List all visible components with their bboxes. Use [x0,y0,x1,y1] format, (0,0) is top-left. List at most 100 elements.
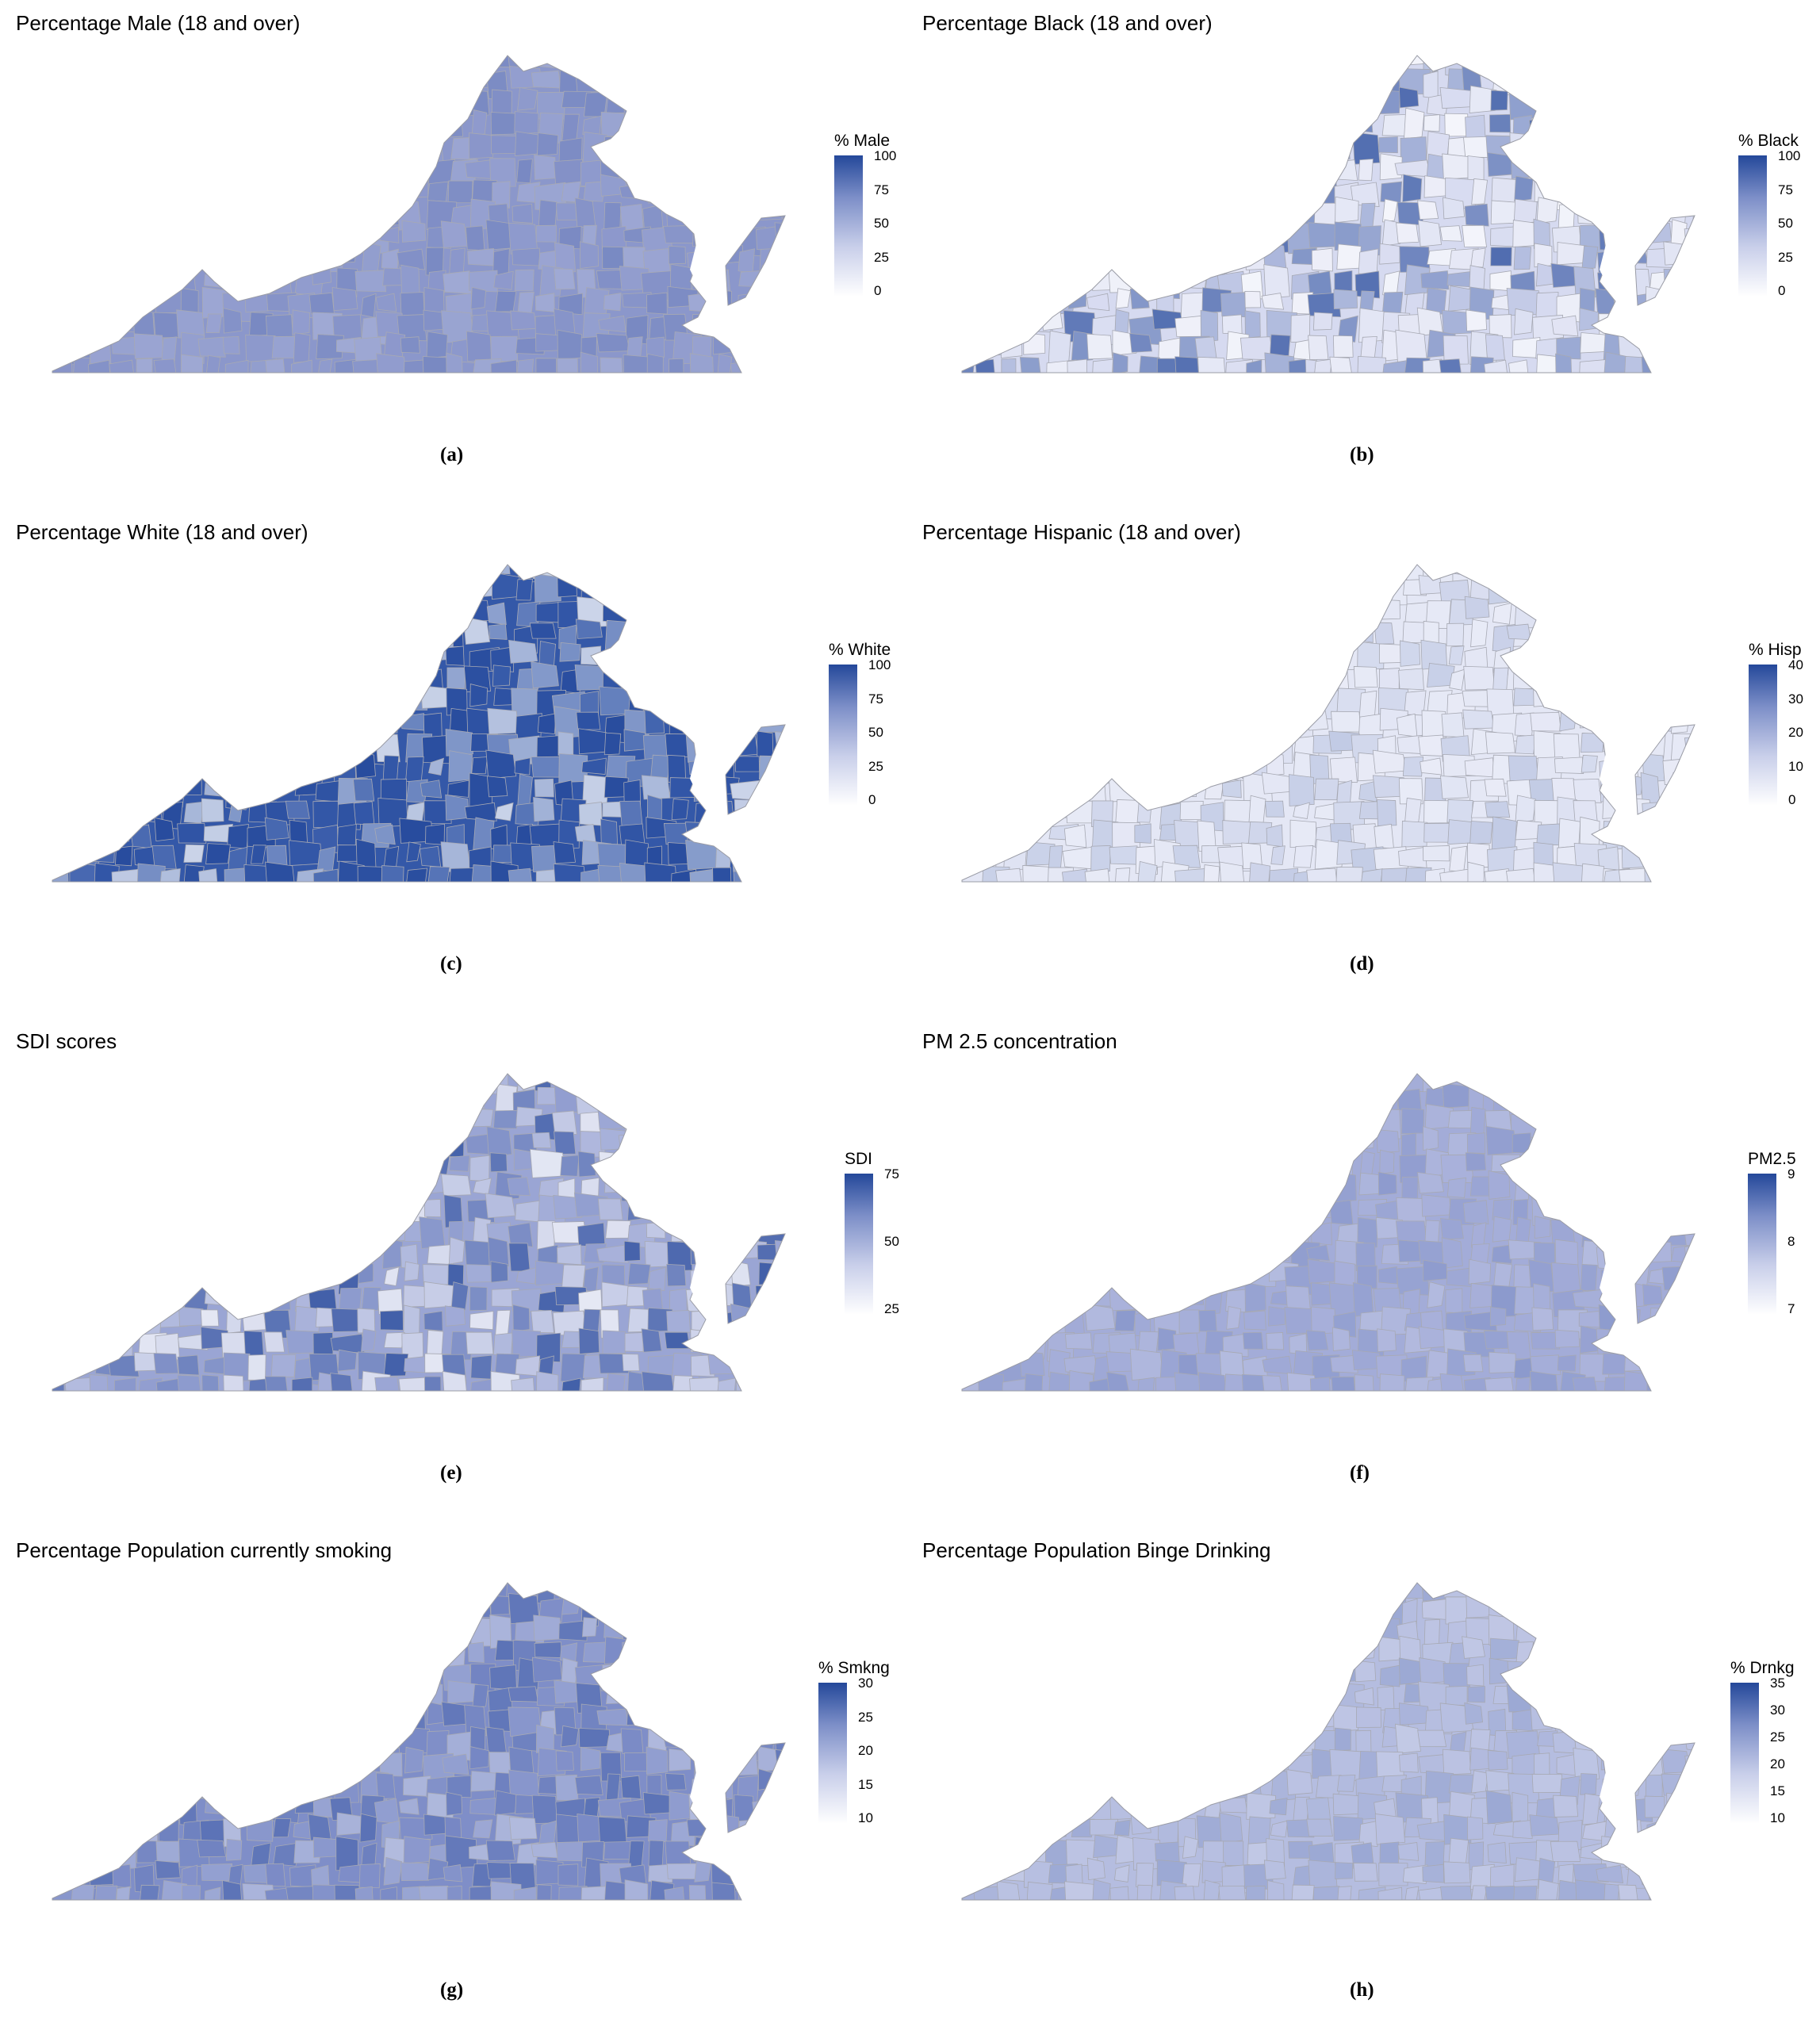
zip-region [1180,1794,1197,1814]
zip-region [178,1088,200,1109]
zip-region [777,1614,785,1635]
zip-region [537,713,557,735]
zip-region [737,1861,767,1892]
zip-region [781,1155,785,1175]
zip-region [315,602,340,626]
zip-region [672,1375,693,1391]
zip-region [1160,224,1186,251]
zip-region [221,1198,252,1228]
zip-region [1270,1155,1290,1174]
zip-region [1485,1790,1513,1825]
zip-region [783,136,785,156]
zip-region [536,1884,552,1900]
zip-region [558,819,580,850]
zip-region [1022,1680,1049,1705]
zip-region [1626,709,1645,741]
zip-region [782,1326,785,1358]
zip-region [177,1660,208,1693]
zip-region [995,224,1020,255]
zip-region [555,1750,574,1771]
zip-region [332,71,367,91]
zip-region [471,565,492,583]
zip-region [600,112,630,137]
zip-region [1582,1107,1597,1138]
zip-region [339,1170,369,1197]
zip-region [403,1836,431,1864]
zip-region [1130,1105,1166,1140]
zip-region [713,1597,741,1615]
zip-region [1108,177,1140,197]
zip-region [580,351,599,373]
zip-region [1489,1351,1517,1373]
zip-region [1181,109,1201,131]
zip-region [112,93,135,121]
zip-region [287,1640,315,1664]
zip-region [1398,1703,1430,1726]
zip-region [86,1199,109,1220]
zip-region [513,1886,537,1900]
zip-region [397,601,424,621]
zip-region [156,756,180,779]
zip-region [1178,1132,1197,1150]
zip-region [996,1128,1033,1153]
zip-region [426,1330,444,1357]
zip-region [1604,1595,1627,1623]
zip-region [265,358,286,373]
zip-region [310,1087,331,1110]
zip-region [490,1261,508,1283]
zip-region [183,844,205,863]
zip-region [711,176,738,210]
zip-region [374,1221,409,1242]
zip-region [1227,1222,1251,1248]
zip-region [729,1593,758,1613]
zip-region [1071,565,1089,581]
zip-region [1246,221,1274,245]
zip-region [1692,203,1695,224]
zip-region [270,688,298,712]
zip-region [1025,1619,1047,1648]
zip-region [996,1311,1018,1339]
zip-region [1047,1132,1074,1157]
zip-region [1357,641,1385,671]
zip-region [1048,845,1063,871]
zip-region [224,1660,252,1690]
zip-region [134,1194,166,1225]
zip-region [52,291,72,318]
zip-region [115,691,140,719]
zip-region [781,336,785,364]
zip-region [734,1664,764,1683]
zip-region [1248,1174,1279,1198]
zip-region [1223,688,1240,712]
zip-region [117,602,143,626]
zip-region [1509,132,1537,165]
zip-region [974,778,998,795]
zip-region [1462,1636,1485,1659]
zip-region [1515,56,1542,64]
zip-region [1401,820,1428,848]
zip-region [180,354,204,373]
zip-region [1692,751,1695,775]
legend-colorbar [1738,155,1767,297]
zip-region [645,1199,675,1220]
zip-region [962,1641,989,1664]
zip-region [1582,1793,1601,1825]
zip-region [1555,1087,1572,1109]
zip-region [962,1215,980,1245]
zip-region [514,111,539,135]
zip-region [1109,1284,1140,1312]
zip-region [204,1110,224,1128]
zip-region [642,1583,674,1591]
zip-region [136,646,163,664]
panel-title: Percentage Male (18 and over) [16,11,301,35]
zip-region [689,868,717,882]
zip-region [1686,665,1695,695]
zip-region [353,778,375,802]
zip-region [1293,845,1314,868]
zip-region [1512,1132,1531,1154]
zip-region [1536,1597,1557,1628]
zip-region [1559,1106,1585,1136]
zip-region [445,622,464,648]
zip-region [338,243,358,264]
zip-region [228,56,257,64]
zip-region [689,353,714,373]
